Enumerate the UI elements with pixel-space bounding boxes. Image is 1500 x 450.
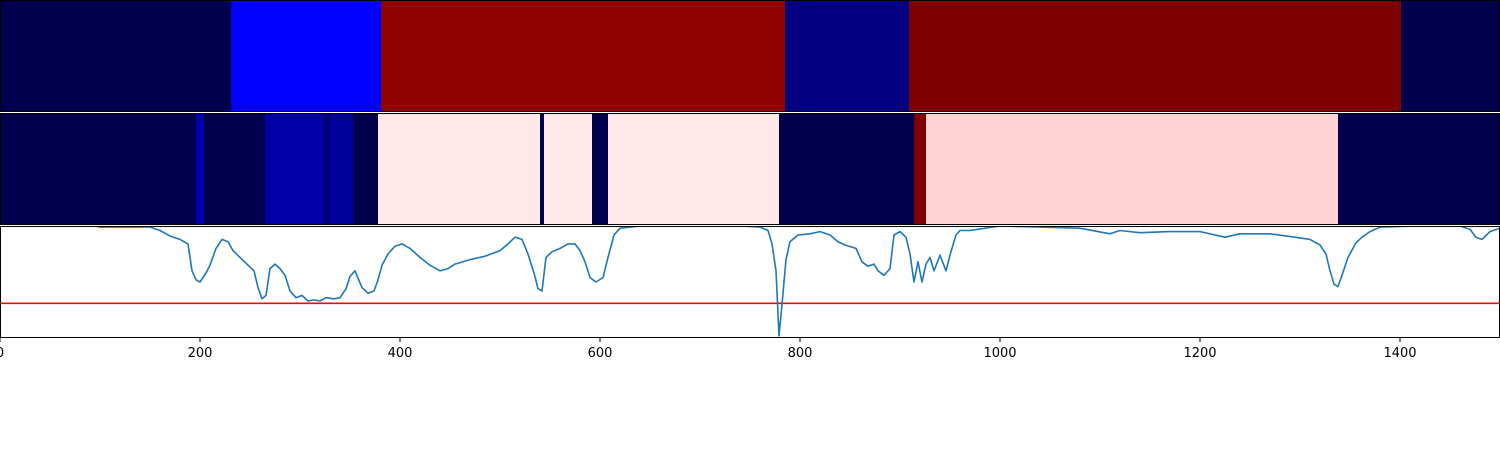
heatmap-cell-2-0 [0,113,196,225]
heatmap-cell-2-1 [196,113,204,225]
heatmap-cell-2-2 [204,113,265,225]
heatmap-strip-top [0,0,1500,112]
heatmap-cell-1-0 [0,0,231,112]
x-tick-label: 1400 [1383,346,1416,361]
x-axis: 0 200 400 600 800 1000 1200 1400 [0,338,1417,361]
series-layer [94,226,1500,337]
heatmap-cell-2-5 [329,113,353,225]
heatmap-cell-2-11 [608,113,779,225]
heatmap-cell-2-6 [353,113,378,225]
heatmap-cell-2-13 [914,113,926,225]
x-tick-label: 0 [0,346,4,361]
x-tick-label: 400 [388,346,413,361]
heatmap-cell-1-5 [1401,0,1500,112]
heatmap-cell-1-3 [785,0,909,112]
heatmap-cell-2-3 [265,113,325,225]
heatmap-cell-2-15 [1338,113,1500,225]
heatmap-cell-2-9 [544,113,592,225]
line-plot-panel [0,226,1500,337]
heatmap-cell-2-14 [926,113,1338,225]
x-tick-label: 600 [588,346,613,361]
x-tick-label: 800 [788,346,813,361]
heatmap-cell-1-2 [381,0,785,112]
heatmap-cell-2-7 [378,113,540,225]
heatmap-cell-2-4 [325,113,329,225]
series-line-0 [94,226,1500,337]
x-tick-label: 200 [188,346,213,361]
heatmap-cell-2-10 [592,113,608,225]
panel-frame-3 [0,226,1500,338]
heatmap-strip-middle [0,113,1500,225]
x-tick-label: 1000 [983,346,1016,361]
x-tick-label: 1200 [1183,346,1216,361]
heatmap-cell-2-8 [540,113,544,225]
heatmap-cell-1-1 [231,0,381,112]
heatmap-cell-1-4 [909,0,1401,112]
heatmap-cell-2-12 [779,113,914,225]
